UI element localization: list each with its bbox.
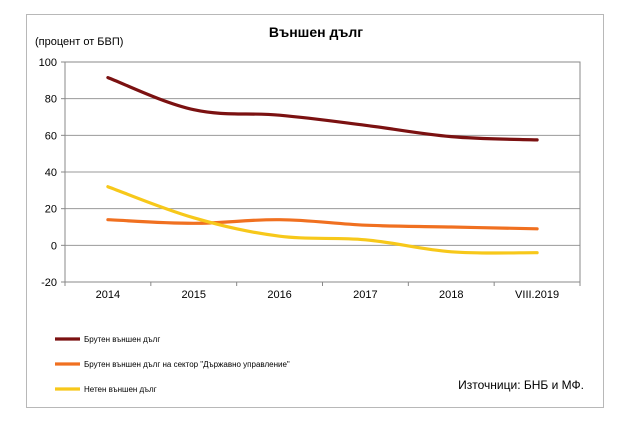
x-tick-label: 2014: [96, 289, 120, 301]
source-note: Източници: БНБ и МФ.: [458, 378, 584, 392]
series-gross-external-debt: [106, 76, 539, 142]
legend-label: Брутен външен дълг: [84, 335, 160, 344]
chart-frame: [26, 14, 604, 408]
x-tick-label: 2018: [439, 289, 463, 301]
y-axis-label: (процент от БВП): [35, 36, 123, 48]
legend-label: Нетен външен дълг: [84, 385, 157, 394]
y-tick-label: 80: [45, 94, 57, 106]
y-tick-label: 20: [45, 204, 57, 216]
x-tick-label: VIII.2019: [515, 289, 559, 301]
x-tick-label: 2017: [353, 289, 377, 301]
series-net-external-debt: [106, 185, 539, 255]
chart-title: Външен дълг: [269, 24, 363, 40]
y-tick-label: 0: [51, 240, 57, 252]
x-tick-label: 2016: [267, 289, 291, 301]
x-tick-label: 2015: [182, 289, 206, 301]
legend-label: Брутен външен дълг на сектор "Държавно у…: [84, 360, 290, 369]
series-government-external-debt: [106, 218, 539, 231]
y-tick-label: 60: [45, 130, 57, 142]
series-lines: [106, 76, 539, 255]
y-tick-label: -20: [41, 277, 57, 289]
axes: -20 0 20 40 60 80 100 2014 2015 2016 2017 2018 VIII.…: [39, 57, 581, 301]
y-tick-label: 100: [39, 57, 57, 69]
y-tick-label: 40: [45, 167, 57, 179]
grid: [65, 61, 580, 283]
legend: Брутен външен дълг Брутен външен дълг на …: [55, 335, 290, 394]
